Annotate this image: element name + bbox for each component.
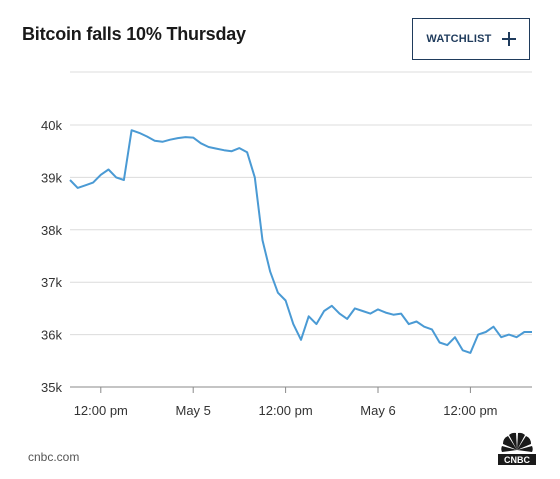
x-tick-label: 12:00 pm [443,403,497,418]
source-credit: cnbc.com [28,450,80,464]
y-tick-label: 35k [41,380,62,395]
y-tick-label: 36k [41,328,62,343]
y-axis: 35k 36k 37k 38k 39k 40k [41,118,62,395]
price-line [69,129,532,354]
chart-title: Bitcoin falls 10% Thursday [22,24,246,44]
y-tick-label: 37k [41,275,62,290]
x-tick-label: 12:00 pm [258,403,312,418]
x-axis: 12:00 pm May 5 12:00 pm May 6 12:00 pm [74,387,498,418]
y-tick-label: 38k [41,223,62,238]
y-tick-label: 40k [41,118,62,133]
x-tick-label: May 6 [360,403,395,418]
watchlist-button-label: WATCHLIST [426,33,492,45]
x-tick-label: 12:00 pm [74,403,128,418]
y-tick-label: 39k [41,170,62,185]
cnbc-logo: CNBC [498,432,536,465]
plus-icon [501,32,516,46]
watchlist-button[interactable]: WATCHLIST [412,18,530,60]
chart-grid [70,71,532,388]
x-tick-label: May 5 [175,403,210,418]
svg-text:CNBC: CNBC [504,455,530,465]
